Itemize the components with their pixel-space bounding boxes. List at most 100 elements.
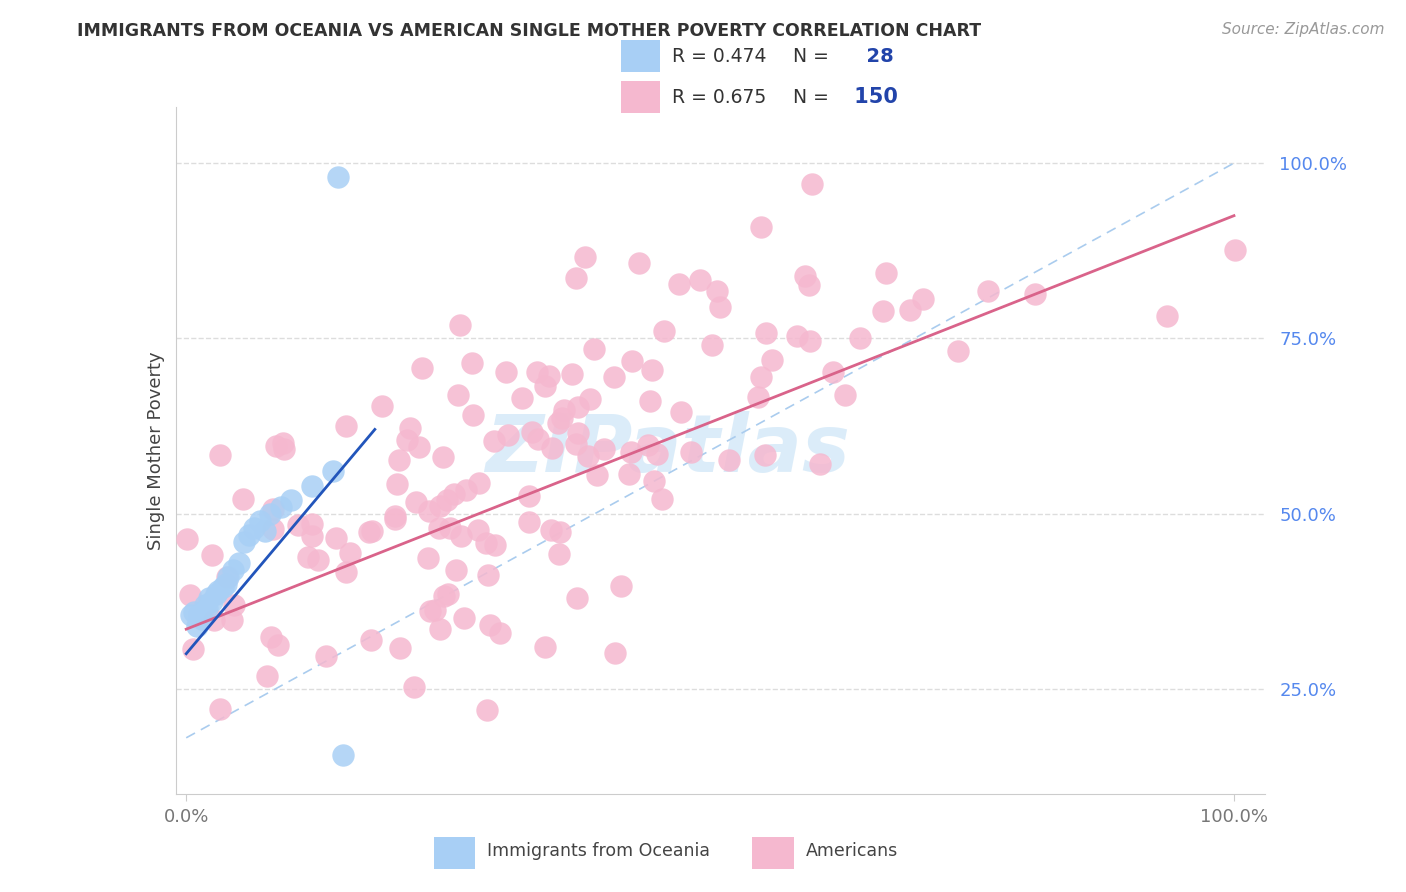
Point xyxy=(202,613,225,627)
Point xyxy=(423,602,446,616)
Text: Immigrants from Oceania: Immigrants from Oceania xyxy=(486,842,710,861)
Point xyxy=(335,419,357,434)
Point xyxy=(527,433,550,447)
Point xyxy=(567,426,589,441)
Point xyxy=(948,344,970,359)
Point xyxy=(389,641,412,656)
Point xyxy=(679,445,702,459)
Point xyxy=(467,475,489,490)
Point xyxy=(610,579,633,593)
Point xyxy=(454,483,477,497)
Point xyxy=(222,598,245,612)
Bar xyxy=(620,40,659,72)
Point xyxy=(238,527,260,541)
Point xyxy=(477,568,499,582)
Point xyxy=(259,507,281,521)
Point xyxy=(517,489,540,503)
Point xyxy=(280,492,302,507)
Point xyxy=(652,324,675,338)
Point xyxy=(419,604,441,618)
Point xyxy=(183,605,205,619)
Point xyxy=(249,514,271,528)
Point xyxy=(361,524,384,538)
Point xyxy=(217,569,239,583)
Point xyxy=(232,534,254,549)
Text: Americans: Americans xyxy=(806,842,898,861)
Point xyxy=(212,580,235,594)
Point xyxy=(266,638,288,652)
Point xyxy=(191,612,214,626)
Point xyxy=(339,546,361,560)
Point xyxy=(786,329,808,343)
Point xyxy=(808,457,831,471)
Point xyxy=(621,354,644,368)
Point xyxy=(567,400,589,414)
Point xyxy=(548,524,571,539)
Point xyxy=(797,278,820,293)
Point xyxy=(593,442,616,456)
Point xyxy=(179,588,201,602)
Text: N =: N = xyxy=(793,46,830,66)
Point xyxy=(547,416,569,430)
Point xyxy=(637,438,659,452)
Point xyxy=(564,437,586,451)
Point xyxy=(444,563,467,577)
Point xyxy=(585,467,607,482)
Point xyxy=(370,399,392,413)
Point xyxy=(388,452,411,467)
Point xyxy=(799,334,821,348)
Point xyxy=(495,365,517,379)
Point xyxy=(447,388,470,402)
Point xyxy=(567,591,589,605)
Text: Source: ZipAtlas.com: Source: ZipAtlas.com xyxy=(1222,22,1385,37)
Point xyxy=(823,364,845,378)
Point xyxy=(640,394,662,409)
Point xyxy=(706,285,728,299)
Point xyxy=(475,536,498,550)
Point xyxy=(1024,287,1046,301)
Bar xyxy=(433,837,475,869)
Point xyxy=(565,271,588,285)
Point xyxy=(436,493,458,508)
Point xyxy=(617,467,640,481)
Point xyxy=(322,465,344,479)
Point xyxy=(262,521,284,535)
Text: IMMIGRANTS FROM OCEANIA VS AMERICAN SINGLE MOTHER POVERTY CORRELATION CHART: IMMIGRANTS FROM OCEANIA VS AMERICAN SING… xyxy=(77,22,981,40)
Point xyxy=(243,520,266,534)
Point xyxy=(475,703,498,717)
Point xyxy=(651,491,673,506)
Point xyxy=(429,622,451,636)
Point xyxy=(315,648,337,663)
Point xyxy=(603,370,626,384)
Point xyxy=(209,701,232,715)
Point xyxy=(332,748,354,763)
Point xyxy=(325,531,347,545)
Point xyxy=(754,448,776,462)
Point xyxy=(443,487,465,501)
Point xyxy=(396,433,419,447)
Point xyxy=(256,669,278,683)
Point xyxy=(232,492,254,507)
Point xyxy=(228,556,250,570)
Point xyxy=(628,256,651,270)
Point xyxy=(437,587,460,601)
Point xyxy=(749,369,772,384)
Point xyxy=(384,512,406,526)
Point xyxy=(689,273,711,287)
Point xyxy=(450,528,472,542)
Point xyxy=(668,277,690,291)
Point xyxy=(271,435,294,450)
Y-axis label: Single Mother Poverty: Single Mother Poverty xyxy=(146,351,165,549)
Bar xyxy=(620,81,659,113)
Point xyxy=(429,521,451,535)
Point xyxy=(207,583,229,598)
Point xyxy=(576,449,599,463)
Point xyxy=(574,250,596,264)
Point xyxy=(260,630,283,644)
Point xyxy=(222,563,245,577)
Point xyxy=(273,442,295,456)
Point xyxy=(215,570,238,584)
Point xyxy=(875,266,897,280)
Point xyxy=(533,640,555,655)
Point xyxy=(482,434,505,449)
